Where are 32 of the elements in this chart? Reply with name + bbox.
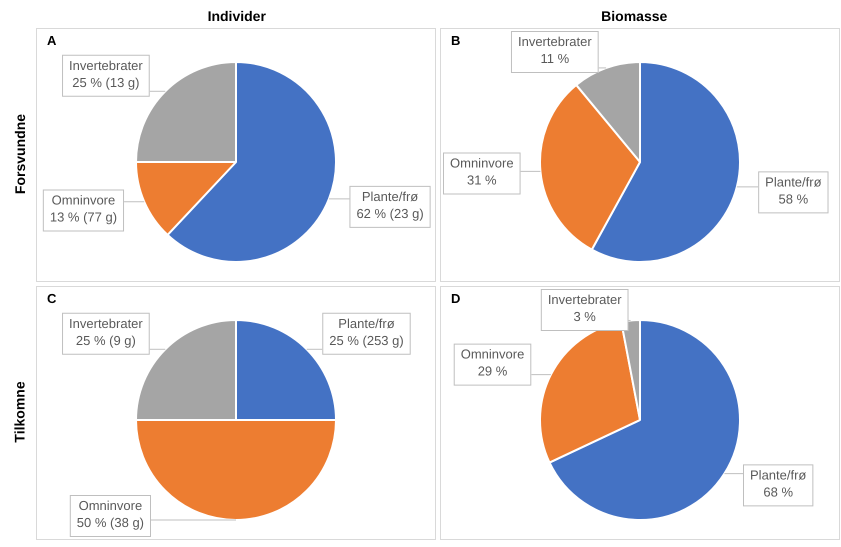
data-label: 29 % — [478, 364, 508, 379]
slice-label: Plante/frø — [750, 467, 806, 482]
data-label: 62 % (23 g) — [356, 206, 424, 221]
slice-label: Plante/frø — [338, 316, 395, 331]
slice-label: Omninvore — [78, 498, 142, 514]
chart-title: C — [47, 291, 56, 306]
slice-label: Invertebrater — [548, 292, 622, 308]
data-label: 25 % (253 g) — [329, 332, 404, 348]
chart-title: A — [47, 33, 56, 48]
data-label: 25 % (13 g) — [72, 74, 140, 90]
text: Forsvundne — [12, 114, 28, 194]
slice-label: Omninvore — [460, 346, 524, 362]
slice-label: Invertebrater — [69, 316, 144, 331]
text: Individer — [206, 8, 267, 24]
data-label: 50 % (38 g) — [76, 515, 144, 530]
data-label: 3 % — [573, 309, 596, 324]
slice-label: Plante/frø — [362, 188, 418, 204]
slice-label: Invertebrater — [69, 58, 144, 73]
data-label: 31 % — [466, 172, 498, 188]
chart-title: D — [451, 291, 460, 306]
text: Tilkomne — [12, 381, 28, 443]
slice-label: Omninvore — [450, 156, 514, 171]
data-label: 11 % — [540, 51, 570, 66]
slice-label: Plante/frø — [765, 174, 822, 190]
chart-title: B — [451, 33, 460, 48]
data-label: 58 % — [778, 191, 809, 206]
data-label: 68 % — [763, 484, 794, 500]
text: Biomasse — [600, 8, 668, 24]
data-label: 25 % (9 g) — [76, 332, 136, 348]
data-label: 13 % (77 g) — [50, 210, 118, 225]
slice-label: Invertebrater — [518, 34, 592, 50]
slice-label: Omninvore — [52, 192, 116, 208]
